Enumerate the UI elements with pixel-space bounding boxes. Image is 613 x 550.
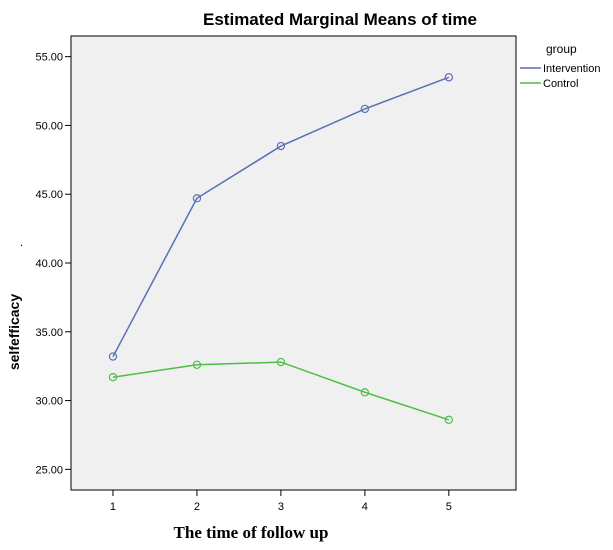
data-point-control	[108, 372, 118, 382]
legend-label-control: Control	[543, 78, 578, 90]
y-tick-label: 25.00	[35, 464, 63, 476]
series-line-intervention	[112, 76, 450, 357]
plot-area	[70, 35, 517, 491]
data-point-intervention	[360, 104, 370, 114]
y-axis: 25.00 30.00 35.00 40.00 45.00 50.00 55.00	[35, 52, 71, 476]
x-tick-label: 4	[362, 501, 368, 513]
y-tick-label: 30.00	[35, 396, 63, 408]
series-intervention	[108, 73, 454, 361]
data-point-control	[192, 360, 202, 370]
data-point-control	[276, 357, 286, 367]
legend: group Intervention Control	[520, 42, 600, 90]
stray-mark: .	[20, 237, 23, 249]
series-line-control	[112, 361, 450, 421]
x-axis: 1 2 3 4 5	[110, 490, 452, 513]
chart-title: Estimated Marginal Means of time	[203, 10, 477, 29]
legend-items: Intervention Control	[520, 63, 600, 90]
x-tick-label: 2	[194, 501, 200, 513]
data-point-intervention	[444, 73, 454, 82]
y-axis-label: selfefficacy	[6, 294, 22, 370]
x-axis-label: The time of follow up	[174, 523, 329, 542]
series-layer	[108, 73, 454, 425]
data-point-intervention	[108, 352, 118, 361]
data-point-control	[360, 388, 370, 397]
data-point-intervention	[192, 194, 202, 203]
x-tick-label: 1	[110, 501, 116, 513]
x-tick-label: 5	[446, 501, 452, 513]
y-tick-label: 35.00	[35, 327, 63, 339]
y-tick-label: 45.00	[35, 189, 63, 201]
legend-label-intervention: Intervention	[543, 63, 600, 75]
y-tick-label: 40.00	[35, 258, 63, 270]
data-point-intervention	[276, 141, 286, 151]
y-tick-label: 50.00	[35, 120, 63, 132]
series-control	[108, 357, 454, 425]
data-point-control	[444, 415, 454, 425]
x-tick-label: 3	[278, 501, 284, 513]
legend-title: group	[546, 42, 577, 56]
y-tick-label: 55.00	[35, 52, 63, 64]
